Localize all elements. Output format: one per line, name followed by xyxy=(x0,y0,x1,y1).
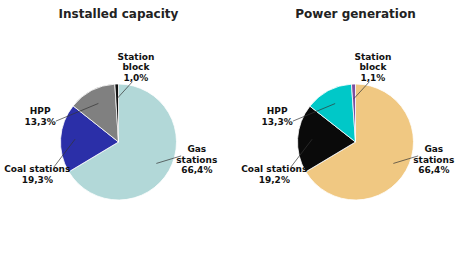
slice-value-label: 19,2% xyxy=(259,175,290,185)
leader-line xyxy=(117,82,132,99)
slice-label: HPP xyxy=(267,106,288,116)
slices xyxy=(298,84,414,200)
leader-line xyxy=(56,103,99,121)
slice-label: Stationblock xyxy=(117,52,154,73)
labels: Gasstations66,4% Coal stations19,2% HPP13,… xyxy=(241,52,454,185)
slice-label: Coal stations xyxy=(241,164,307,174)
chart-title: Power generation xyxy=(295,7,415,21)
slice-value-label: 1,1% xyxy=(360,73,385,83)
slice-value-label: 19,3% xyxy=(22,175,53,185)
labels: Gasstations66,4% Coal stations19,3% HPP13,… xyxy=(4,52,217,185)
slice-value-label: 66,4% xyxy=(181,165,212,175)
slice-label: Gasstations xyxy=(176,144,217,165)
slice-value-label: 13,3% xyxy=(262,117,293,127)
slice-label: Gasstations xyxy=(413,144,454,165)
pie-slice xyxy=(351,84,355,142)
slice-label: HPP xyxy=(30,106,51,116)
leader-line xyxy=(293,104,335,122)
pie-panel: Installed capacity Gasstations66,4% Coal s… xyxy=(4,7,217,200)
chart-title: Installed capacity xyxy=(59,7,179,21)
slice-value-label: 13,3% xyxy=(25,117,56,127)
slice-value-label: 66,4% xyxy=(418,165,449,175)
pie-slice xyxy=(310,84,356,142)
pie-panel: Power generation Gasstations66,4% Coal sta… xyxy=(241,7,454,200)
slice-value-label: 1,0% xyxy=(123,73,148,83)
slice-label: Stationblock xyxy=(354,52,391,73)
figure: Installed capacityGasstations66,4%Coal s… xyxy=(0,0,474,260)
slice-label: Coal stations xyxy=(4,164,70,174)
pie-slice xyxy=(73,84,118,142)
slices xyxy=(61,84,177,200)
leader-line xyxy=(354,82,369,99)
pie-slice xyxy=(115,84,119,142)
